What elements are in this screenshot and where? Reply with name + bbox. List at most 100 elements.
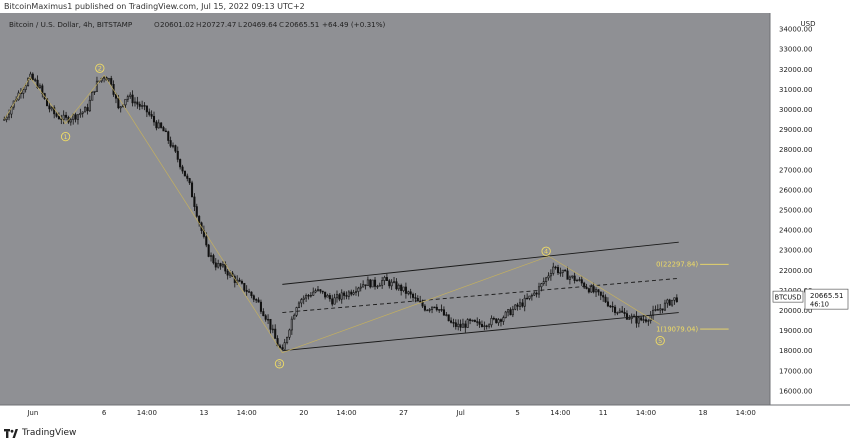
candle-body: [575, 279, 579, 282]
time-axis-ticks: Jun 6 14:00 13 14:00 20 14:00 27 Jul 5 14:00 11 14:0…: [26, 409, 756, 417]
candle-body: [564, 269, 567, 272]
legend-close-label: C: [279, 20, 284, 29]
footer-brand[interactable]: TradingView: [4, 428, 76, 438]
candle-body: [316, 289, 320, 291]
time-tick-label: 11: [599, 409, 608, 417]
candle-body: [637, 317, 640, 324]
wave-label-circle: [95, 63, 105, 73]
legend-high-label: H: [196, 20, 201, 29]
candle-body: [397, 284, 400, 290]
candle-body: [69, 119, 72, 123]
candle-body: [466, 319, 469, 328]
candle-body: [267, 318, 270, 321]
candle-body: [533, 292, 536, 296]
wave-path: [4, 74, 661, 354]
candle-body: [143, 105, 146, 107]
footer-brand-label: TradingView: [22, 428, 77, 438]
candle-body: [649, 315, 652, 321]
candle-body: [554, 266, 557, 269]
candle-body: [288, 329, 291, 338]
time-tick-label: 20: [299, 409, 308, 417]
candle-body: [566, 270, 569, 280]
candle-body: [549, 273, 552, 277]
candle-body: [457, 323, 460, 327]
candle-body: [464, 323, 467, 328]
candle-body: [243, 282, 246, 291]
candle-body: [388, 280, 391, 287]
candle-body: [537, 286, 541, 295]
candle-body: [604, 296, 607, 303]
candle-body: [450, 320, 453, 323]
candle-body: [454, 322, 457, 327]
candle-body: [88, 99, 91, 112]
candle-body: [445, 314, 448, 316]
candle-body: [62, 114, 65, 120]
time-tick-label: 27: [399, 409, 408, 417]
candle-body: [490, 317, 493, 326]
price-chart[interactable]: Bitcoin / U.S. Dollar, 4h, BITSTAMP O 20…: [0, 0, 850, 428]
candle-body: [262, 311, 265, 317]
candle-body: [22, 89, 25, 94]
candle-body: [255, 299, 258, 301]
candle-body: [335, 294, 339, 299]
price-tag-value: 20665.51: [810, 292, 843, 300]
candle-body: [654, 309, 657, 311]
candle-body: [359, 286, 362, 289]
legend-open-label: O: [154, 20, 160, 29]
ohlc-legend: Bitcoin / U.S. Dollar, 4h, BITSTAMP O 20…: [9, 20, 386, 29]
price-tick-label: 29000.00: [779, 126, 812, 134]
candle-body: [599, 291, 602, 296]
candle-body: [485, 325, 488, 327]
candle-body: [354, 291, 358, 293]
channel-upper-line[interactable]: [282, 241, 679, 285]
candle-body: [305, 295, 308, 299]
candle-body: [602, 295, 605, 298]
candle-body: [459, 323, 462, 328]
candle-body: [433, 306, 436, 309]
price-tick-label: 17000.00: [779, 367, 812, 375]
candle-body: [193, 196, 196, 207]
candle-body: [642, 319, 645, 321]
time-tick-label: 13: [199, 409, 208, 417]
candle-body: [390, 281, 393, 287]
candle-body: [38, 85, 41, 88]
candle-body: [421, 301, 424, 307]
candle-body: [214, 262, 217, 268]
candle-body: [671, 299, 674, 306]
candle-body: [48, 105, 51, 110]
candle-body: [148, 111, 151, 115]
candle-body: [314, 290, 317, 293]
candle-body: [469, 319, 472, 321]
candle-body: [145, 105, 148, 113]
wave-label-circle: [274, 359, 285, 369]
channel-middle-line[interactable]: [282, 277, 679, 313]
candle-body: [55, 113, 58, 117]
candle-body: [65, 114, 68, 118]
candle-body: [340, 292, 343, 300]
candle-body: [183, 170, 186, 177]
candle-body: [609, 305, 612, 308]
candle-body: [229, 272, 232, 276]
candle-body: [364, 284, 367, 286]
candle-body: [373, 279, 377, 287]
candle-body: [661, 308, 664, 311]
candle-body: [587, 288, 590, 293]
candle-body: [606, 301, 609, 307]
candle-body: [259, 301, 262, 312]
candle-body: [274, 328, 277, 339]
price-tick-label: 19000.00: [779, 327, 812, 335]
candle-body: [504, 311, 507, 318]
candle-body: [419, 300, 422, 303]
legend-open-value: 20601.02: [160, 20, 194, 29]
candle-body: [114, 94, 118, 99]
candle-body: [133, 101, 137, 104]
candle-body: [595, 289, 598, 293]
candle-body: [540, 283, 543, 288]
candle-body: [57, 115, 60, 120]
candle-body: [126, 96, 129, 100]
price-tick-label: 24000.00: [779, 227, 812, 235]
wave-label-circle: [60, 131, 71, 142]
candle-body: [205, 236, 208, 246]
channel-lower-line[interactable]: [282, 312, 679, 352]
legend-high-value: 20727.47: [202, 20, 236, 29]
